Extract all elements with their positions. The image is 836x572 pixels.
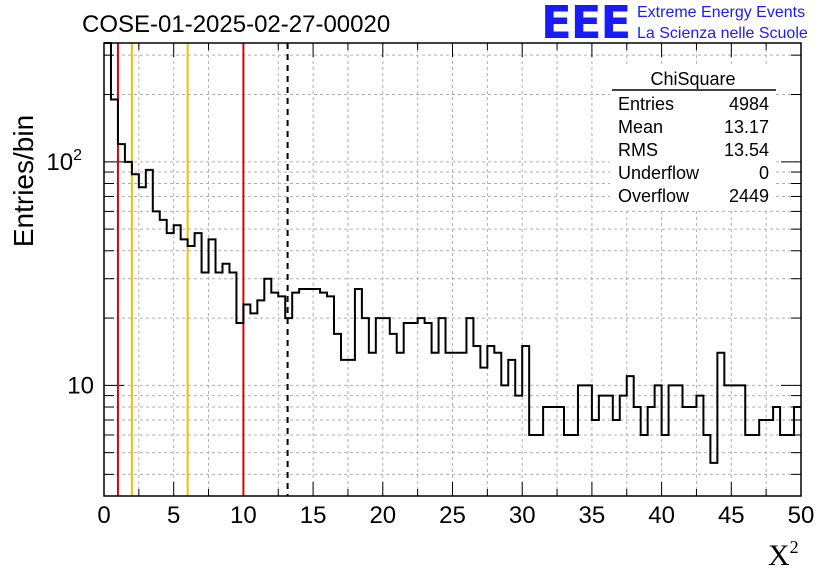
x-tick-label: 15 [300,502,327,529]
x-tick-label: 35 [579,502,606,529]
stats-value: 4984 [729,94,769,114]
y-axis-label: Entries/bin [8,115,39,247]
x-tick-label: 5 [167,502,180,529]
stats-rows: Entries 4984 Mean 13.17 RMS 13.54 Underflow 0 Ov… [618,94,769,206]
histogram-series [104,42,801,464]
stats-value: 13.54 [724,140,769,160]
stats-label: Underflow [618,163,700,183]
x-tick-label: 30 [509,502,536,529]
logo-line-1: Extreme Energy Events [637,4,806,21]
x-tick-label: 25 [439,502,466,529]
histogram-step-line [104,42,801,464]
y-tick-labels: 10 102 [46,147,94,400]
x-tick-label: 40 [648,502,675,529]
stats-title: ChiSquare [650,69,735,89]
eee-logo-mark: EEE [541,0,631,49]
y-tick-label: 102 [46,147,82,176]
marker-lines [116,43,289,496]
stats-label: RMS [618,140,658,160]
y-tick-label: 10 [67,372,94,399]
x-axis-label: X2 [768,537,799,572]
logo-line-2: La Scienza nelle Scuole [637,25,808,42]
stats-label: Overflow [618,186,690,206]
stats-label: Mean [618,117,663,137]
x-tick-label: 0 [97,502,110,529]
stats-label: Entries [618,94,674,114]
x-tick-labels: 0 5 10 15 20 25 30 35 40 45 50 [97,502,814,529]
x-tick-label: 20 [369,502,396,529]
x-tick-label: 50 [788,502,815,529]
x-tick-label: 45 [718,502,745,529]
stats-value: 0 [759,163,769,183]
plot-frame [103,42,802,497]
stats-box: ChiSquare Entries 4984 Mean 13.17 RMS 13.54 Un… [610,66,776,209]
chart-title: COSE-01-2025-02-27-00020 [82,11,390,38]
stats-value: 13.17 [724,117,769,137]
grid-lines [104,43,801,496]
stats-value: 2449 [729,186,769,206]
x-tick-label: 10 [230,502,257,529]
